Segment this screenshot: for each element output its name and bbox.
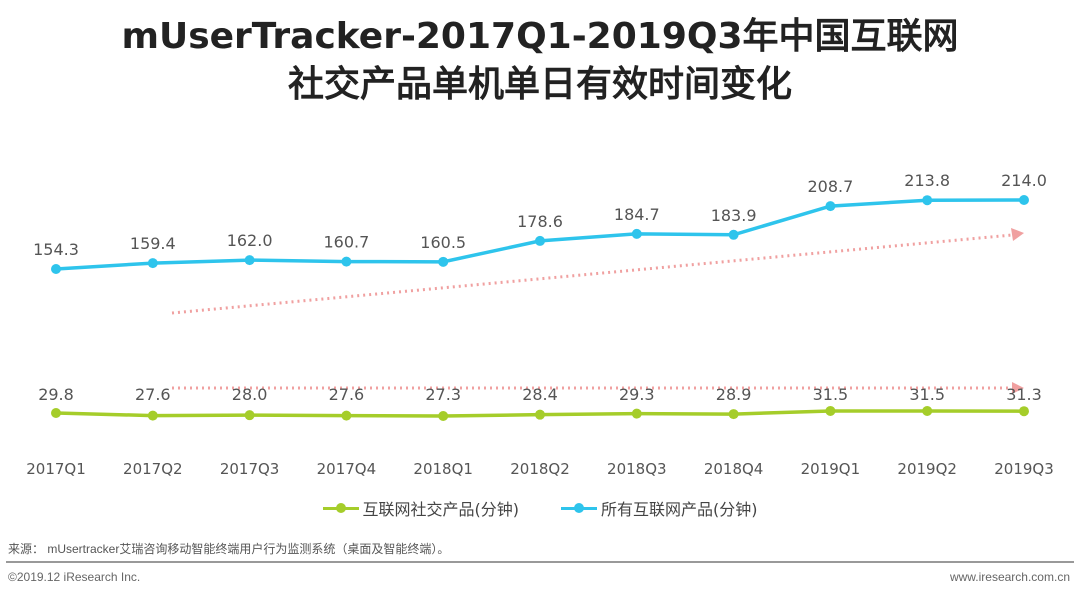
legend-marker-all [561, 503, 597, 513]
legend-label-all: 所有互联网产品(分钟) [601, 500, 758, 519]
footer-divider [6, 561, 1074, 563]
trend-arrowhead-social [1012, 382, 1024, 394]
data-label: 183.9 [711, 206, 757, 225]
x-tick-label: 2017Q2 [123, 460, 183, 478]
x-tick-label: 2017Q3 [220, 460, 280, 478]
trend-arrowhead-all [1011, 228, 1024, 241]
data-point [825, 201, 836, 212]
data-label: 28.4 [522, 385, 558, 404]
data-label: 31.5 [909, 385, 945, 404]
legend-item-social[interactable]: 互联网社交产品(分钟) [322, 496, 520, 520]
source-note: 来源： mUsertracker艾瑞咨询移动智能终端用户行为监测系统（桌面及智能… [8, 542, 450, 556]
data-label: 208.7 [807, 177, 853, 196]
data-point [341, 410, 352, 421]
data-point [244, 255, 255, 266]
data-label: 184.7 [614, 205, 660, 224]
data-point [1019, 406, 1029, 417]
chart-title-line1: mUserTracker-2017Q1-2019Q3年中国互联网 [121, 16, 959, 57]
x-tick-label: 2018Q3 [607, 460, 667, 478]
data-point [244, 410, 255, 421]
data-point [535, 409, 545, 420]
x-tick-label: 2018Q2 [510, 460, 570, 478]
data-label: 214.0 [1001, 171, 1047, 190]
data-point [825, 405, 836, 416]
series-line-1 [55, 198, 1025, 271]
data-label: 28.9 [716, 385, 752, 404]
data-point [438, 256, 449, 267]
x-tick-label: 2017Q4 [317, 460, 377, 478]
trend-arrow-all [171, 233, 1013, 315]
data-label: 31.3 [1006, 385, 1042, 404]
data-label: 160.5 [420, 233, 466, 252]
data-label: 213.8 [904, 171, 950, 190]
x-tick-label: 2017Q1 [26, 460, 86, 478]
data-point [147, 258, 158, 269]
data-point [341, 256, 352, 267]
data-point [631, 228, 642, 239]
data-label: 31.5 [813, 385, 849, 404]
data-point [438, 411, 449, 421]
data-label: 159.4 [130, 234, 176, 253]
data-label: 154.3 [33, 240, 79, 259]
data-label: 27.6 [135, 385, 171, 404]
x-tick-label: 2018Q4 [704, 460, 764, 478]
data-point [922, 195, 933, 206]
data-label: 29.8 [38, 385, 74, 404]
data-point [631, 408, 642, 419]
data-point [1019, 194, 1029, 205]
legend: 互联网社交产品(分钟) 所有互联网产品(分钟) [0, 496, 1080, 520]
chart-title-line2: 社交产品单机单日有效时间变化 [287, 64, 792, 105]
data-label: 29.3 [619, 385, 655, 404]
data-label: 178.6 [517, 212, 563, 231]
x-tick-label: 2019Q2 [897, 460, 957, 478]
data-point [728, 409, 739, 420]
data-point [51, 408, 61, 418]
data-point [922, 405, 933, 416]
x-tick-label: 2018Q1 [413, 460, 473, 478]
data-label: 162.0 [227, 231, 273, 250]
website-link[interactable]: www.iresearch.com.cn [949, 570, 1070, 584]
x-tick-label: 2019Q3 [994, 460, 1054, 478]
legend-marker-social [322, 503, 359, 513]
data-point [147, 410, 158, 421]
legend-label-social: 互联网社交产品(分钟) [362, 500, 520, 519]
data-label: 160.7 [323, 233, 369, 252]
data-label: 27.6 [329, 385, 365, 404]
data-label: 28.0 [232, 385, 268, 404]
x-tick-label: 2019Q1 [801, 460, 861, 478]
data-point [535, 235, 545, 246]
data-label: 27.3 [425, 385, 461, 404]
data-point [51, 264, 61, 274]
copyright: ©2019.12 iResearch Inc. [8, 570, 141, 584]
legend-item-all[interactable]: 所有互联网产品(分钟) [561, 496, 758, 520]
data-point [728, 229, 739, 240]
